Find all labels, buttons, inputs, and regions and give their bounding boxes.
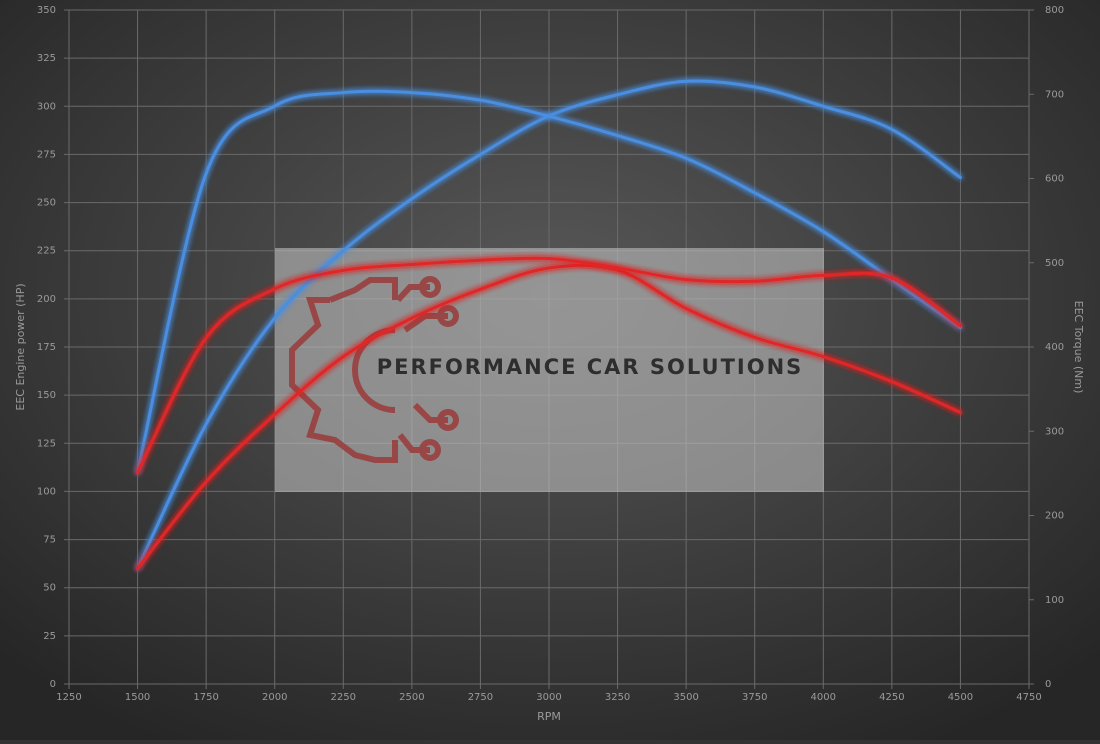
x-tick-label: 4250 <box>879 692 904 703</box>
watermark: PERFORMANCE CAR SOLUTIONS <box>275 248 824 492</box>
series-line <box>136 79 962 570</box>
x-tick-label: 3500 <box>673 692 698 703</box>
y2-tick-label: 700 <box>1045 89 1064 100</box>
y-tick-label: 300 <box>37 101 56 112</box>
y2-tick-label: 100 <box>1045 595 1064 606</box>
x-tick-label: 2250 <box>331 692 356 703</box>
series-line <box>136 89 962 475</box>
x-tick-label: 3000 <box>536 692 561 703</box>
y-axis-label: EEC Engine power (HP) <box>14 283 27 410</box>
x-tick-label: 1250 <box>56 692 81 703</box>
y-tick-label: 75 <box>43 535 56 546</box>
x-tick-label: 3250 <box>605 692 630 703</box>
y-tick-label: 50 <box>43 583 56 594</box>
y2-tick-label: 500 <box>1045 258 1064 269</box>
x-tick-label: 1500 <box>125 692 150 703</box>
y2-tick-label: 600 <box>1045 174 1064 185</box>
y-tick-label: 0 <box>50 679 56 690</box>
y-tick-label: 225 <box>37 246 56 257</box>
series <box>136 79 962 570</box>
y2-tick-label: 400 <box>1045 342 1064 353</box>
x-tick-label: 4500 <box>948 692 973 703</box>
y2-tick-label: 800 <box>1045 5 1064 16</box>
y-tick-label: 25 <box>43 631 56 642</box>
x-tick-label: 2000 <box>262 692 287 703</box>
x-tick-label: 4000 <box>811 692 836 703</box>
y-tick-label: 200 <box>37 294 56 305</box>
y2-axis-label: EEC Torque (Nm) <box>1072 301 1085 394</box>
x-tick-label: 4750 <box>1016 692 1041 703</box>
watermark-box <box>275 248 824 492</box>
y-tick-label: 250 <box>37 198 56 209</box>
x-tick-label: 2750 <box>468 692 493 703</box>
y-tick-label: 100 <box>37 486 56 497</box>
y2-tick-label: 200 <box>1045 511 1064 522</box>
x-axis-label: RPM <box>537 710 561 723</box>
y-tick-label: 150 <box>37 390 56 401</box>
x-tick-label: 3750 <box>742 692 767 703</box>
x-tick-label: 1750 <box>193 692 218 703</box>
series-line <box>136 256 962 475</box>
y-tick-label: 275 <box>37 149 56 160</box>
y-tick-label: 175 <box>37 342 56 353</box>
y-tick-label: 125 <box>37 438 56 449</box>
y2-tick-label: 0 <box>1045 679 1051 690</box>
y-tick-label: 350 <box>37 5 56 16</box>
y2-tick-label: 300 <box>1045 426 1064 437</box>
y-tick-label: 325 <box>37 53 56 64</box>
series-line <box>136 263 962 570</box>
watermark-text: PERFORMANCE CAR SOLUTIONS <box>377 355 804 379</box>
x-tick-label: 2500 <box>399 692 424 703</box>
grid: 0 25 50 75 100 125 150 175 200 225 250 275 300 325 350… <box>37 5 1064 703</box>
